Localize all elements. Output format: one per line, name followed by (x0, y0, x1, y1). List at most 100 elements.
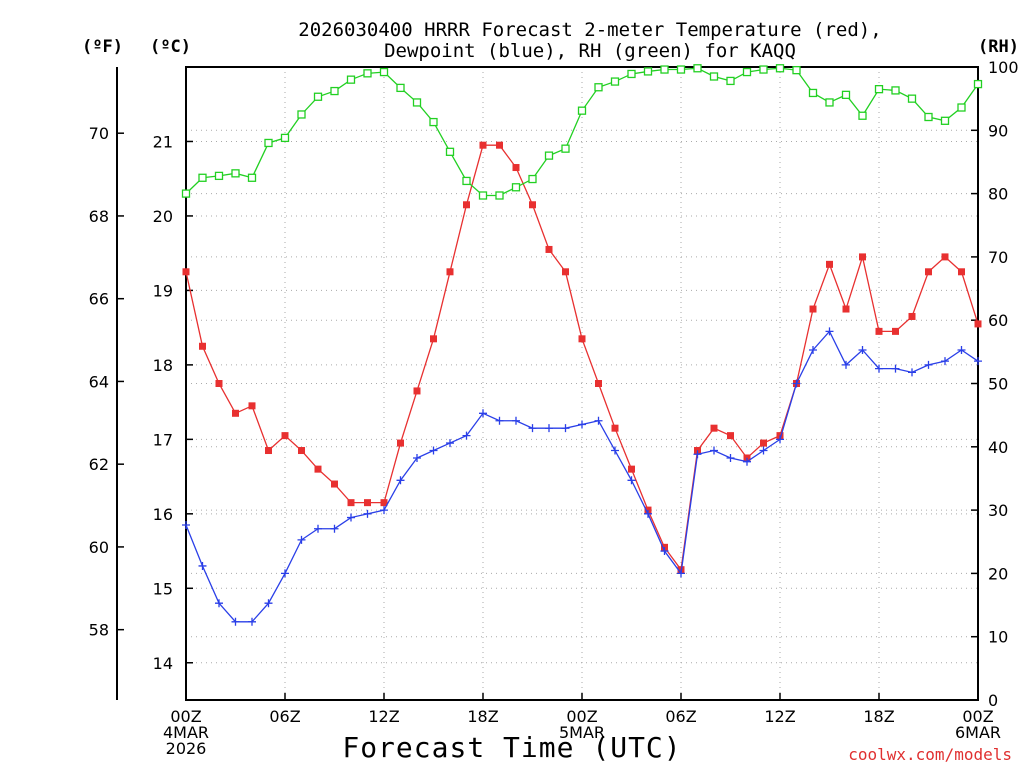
rh-tick-label: 30 (988, 501, 1008, 520)
rh-tick-label: 40 (988, 438, 1008, 457)
rh-point (495, 191, 504, 200)
rh-tick-label: 20 (988, 564, 1008, 583)
temperature-point (248, 402, 256, 410)
rh-tick-label: 10 (988, 628, 1008, 647)
dewpoint-point (660, 547, 669, 556)
temperature-point (974, 320, 982, 328)
rh-point (841, 90, 851, 100)
chart-title-line-2: Dewpoint (blue), RH (green) for KAQQ (384, 40, 796, 62)
rh-point (462, 176, 471, 186)
temperature-point (215, 380, 223, 387)
dewpoint-point (611, 446, 619, 455)
temperature-point (331, 480, 338, 488)
dewpoint-point (314, 524, 322, 533)
temperature-point (578, 335, 586, 343)
x-tick-label: 06Z (665, 707, 696, 726)
temperature-point (611, 424, 619, 432)
rh-point (198, 173, 207, 182)
rh-point (792, 66, 801, 75)
dewpoint-point (347, 513, 355, 522)
rh-point (181, 189, 191, 198)
temperature-point (595, 380, 602, 387)
temperature-point (430, 335, 437, 343)
temperature-point (760, 439, 767, 447)
rh-tick-label: 100 (988, 58, 1019, 77)
x-tick-label: 2026 (166, 739, 207, 758)
rh-point (379, 67, 389, 77)
x-tick-label: 12Z (764, 707, 795, 726)
dewpoint-point (479, 409, 487, 418)
temperature-point (479, 141, 487, 149)
dewpoint-point (644, 509, 652, 518)
rh-point (330, 86, 339, 96)
dewpoint-point (957, 345, 966, 354)
rh-point (528, 174, 537, 184)
rh-point (577, 106, 587, 115)
rh-point (412, 98, 422, 107)
dewpoint-point (281, 569, 289, 578)
temperature-point (875, 327, 883, 335)
dewpoint-point (594, 416, 603, 425)
dewpoint-point (446, 439, 454, 448)
x-tick-label: 4MAR (163, 723, 209, 742)
rh-point (775, 64, 785, 73)
rh-point (874, 85, 884, 94)
temperature-point (842, 305, 850, 313)
celsius-tick-label: 18 (153, 356, 173, 375)
x-tick-label: 12Z (368, 707, 399, 726)
x-tick-label: 00Z (170, 707, 201, 726)
rh-point (825, 98, 834, 107)
temperature-point (545, 245, 553, 253)
dewpoint-point (198, 561, 207, 570)
fahrenheit-tick-label: 70 (89, 124, 109, 143)
x-tick-label: 00Z (566, 707, 597, 726)
temperature-point (859, 253, 866, 261)
rh-point (742, 67, 752, 77)
rh-point (940, 116, 950, 125)
rh-point (891, 86, 900, 95)
celsius-tick-label: 14 (153, 654, 173, 673)
source-credit: coolwx.com/models (848, 745, 1012, 764)
rh-point (544, 151, 554, 160)
fahrenheit-tick-label: 64 (89, 372, 109, 391)
rh-point (346, 75, 356, 84)
x-tick-label: 18Z (467, 707, 498, 726)
temperature-point (529, 201, 536, 209)
temperature-point (232, 409, 239, 417)
rh-point (561, 144, 570, 153)
rh-tick-label: 50 (988, 375, 1008, 394)
dewpoint-point (512, 416, 520, 425)
temperature-point (298, 447, 305, 455)
temperature-point (496, 141, 503, 149)
x-tick-label: 00Z (962, 707, 993, 726)
dewpoint-point (941, 357, 949, 366)
dewpoint-point (248, 617, 256, 626)
dewpoint-point (429, 446, 438, 455)
temperature-point (265, 447, 272, 455)
rh-point (214, 171, 224, 181)
rh-point (643, 67, 653, 76)
rh-point (726, 76, 735, 86)
rh-point (627, 69, 636, 79)
rh-point (808, 88, 818, 98)
dewpoint-point (759, 446, 768, 455)
dewpoint-point (875, 364, 883, 373)
dewpoint-point (693, 450, 702, 459)
fahrenheit-tick-label: 60 (89, 538, 109, 557)
rh-point (297, 110, 306, 119)
rh-unit-label: (RH) (978, 37, 1019, 57)
fahrenheit-unit-label: (ºF) (82, 37, 123, 57)
dewpoint-series-line (185, 330, 979, 623)
rh-point (363, 69, 372, 78)
rh-point (676, 65, 686, 74)
rh-point (280, 133, 290, 143)
celsius-tick-label: 20 (153, 207, 173, 226)
x-axis-title: Forecast Time (UTC) (342, 731, 682, 764)
rh-point (264, 138, 273, 148)
temperature-point (710, 424, 718, 432)
temperature-point (908, 312, 916, 320)
x-tick-label: 18Z (863, 707, 894, 726)
rh-point (511, 183, 521, 192)
dewpoint-point (776, 435, 784, 444)
rh-point (247, 173, 257, 182)
